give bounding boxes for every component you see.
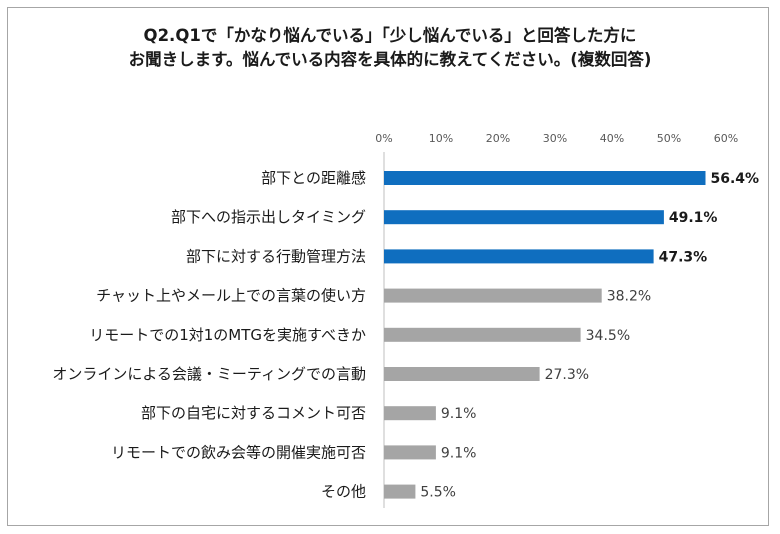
x-tick-label: 0% [375,132,392,145]
data-label: 49.1% [669,210,718,226]
bar [384,171,706,185]
bar [384,288,602,303]
data-label: 9.1% [441,406,477,422]
data-label: 5.5% [420,485,456,501]
bar [384,445,436,460]
bar [384,484,416,499]
chart-title-line-2: お聞きします。悩んでいる内容を具体的に教えてください。(複数回答) [128,50,652,69]
x-tick-label: 60% [714,132,738,145]
category-label: 部下に対する行動管理方法 [186,247,366,265]
data-label: 56.4% [710,171,759,187]
data-label: 34.5% [586,328,630,344]
category-label: 部下との距離感 [261,169,366,187]
x-tick-label: 50% [657,132,681,145]
bar [384,327,581,342]
bar [384,367,540,381]
category-label: リモートでの1対1のMTGを実施すべきか [89,326,366,344]
data-label: 38.2% [607,289,651,305]
x-tick-label: 20% [486,132,510,145]
data-label: 47.3% [659,249,708,265]
x-tick-label: 30% [543,132,567,145]
bar [384,406,436,421]
category-label: リモートでの飲み会等の開催実施可否 [111,443,366,461]
data-label: 27.3% [545,367,589,383]
bar [384,210,664,225]
category-label: 部下の自宅に対するコメント可否 [141,404,366,422]
category-label: オンラインによる会議・ミーティングでの言動 [52,365,366,383]
category-label: その他 [321,483,366,501]
data-label: 9.1% [441,445,477,461]
category-label: チャット上やメール上での言葉の使い方 [96,287,366,305]
chart-title-line-1: Q2.Q1で「かなり悩んでいる」「少し悩んでいる」と回答した方に [143,26,637,45]
x-tick-label: 40% [600,132,624,145]
x-tick-label: 10% [429,132,453,145]
bar [384,249,654,264]
chart-frame [7,7,769,526]
category-label: 部下への指示出しタイミング [171,208,366,226]
